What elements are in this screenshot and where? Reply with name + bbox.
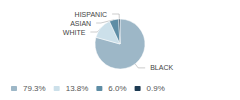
svg-text:6.0%: 6.0% — [108, 84, 126, 93]
svg-text:79.3%: 79.3% — [23, 84, 46, 93]
svg-text:0.9%: 0.9% — [147, 84, 165, 93]
svg-text:WHITE: WHITE — [63, 29, 86, 36]
svg-text:HISPANIC: HISPANIC — [75, 11, 108, 18]
svg-text:13.8%: 13.8% — [66, 84, 89, 93]
svg-text:ASIAN: ASIAN — [70, 20, 91, 27]
svg-text:BLACK: BLACK — [150, 64, 173, 71]
